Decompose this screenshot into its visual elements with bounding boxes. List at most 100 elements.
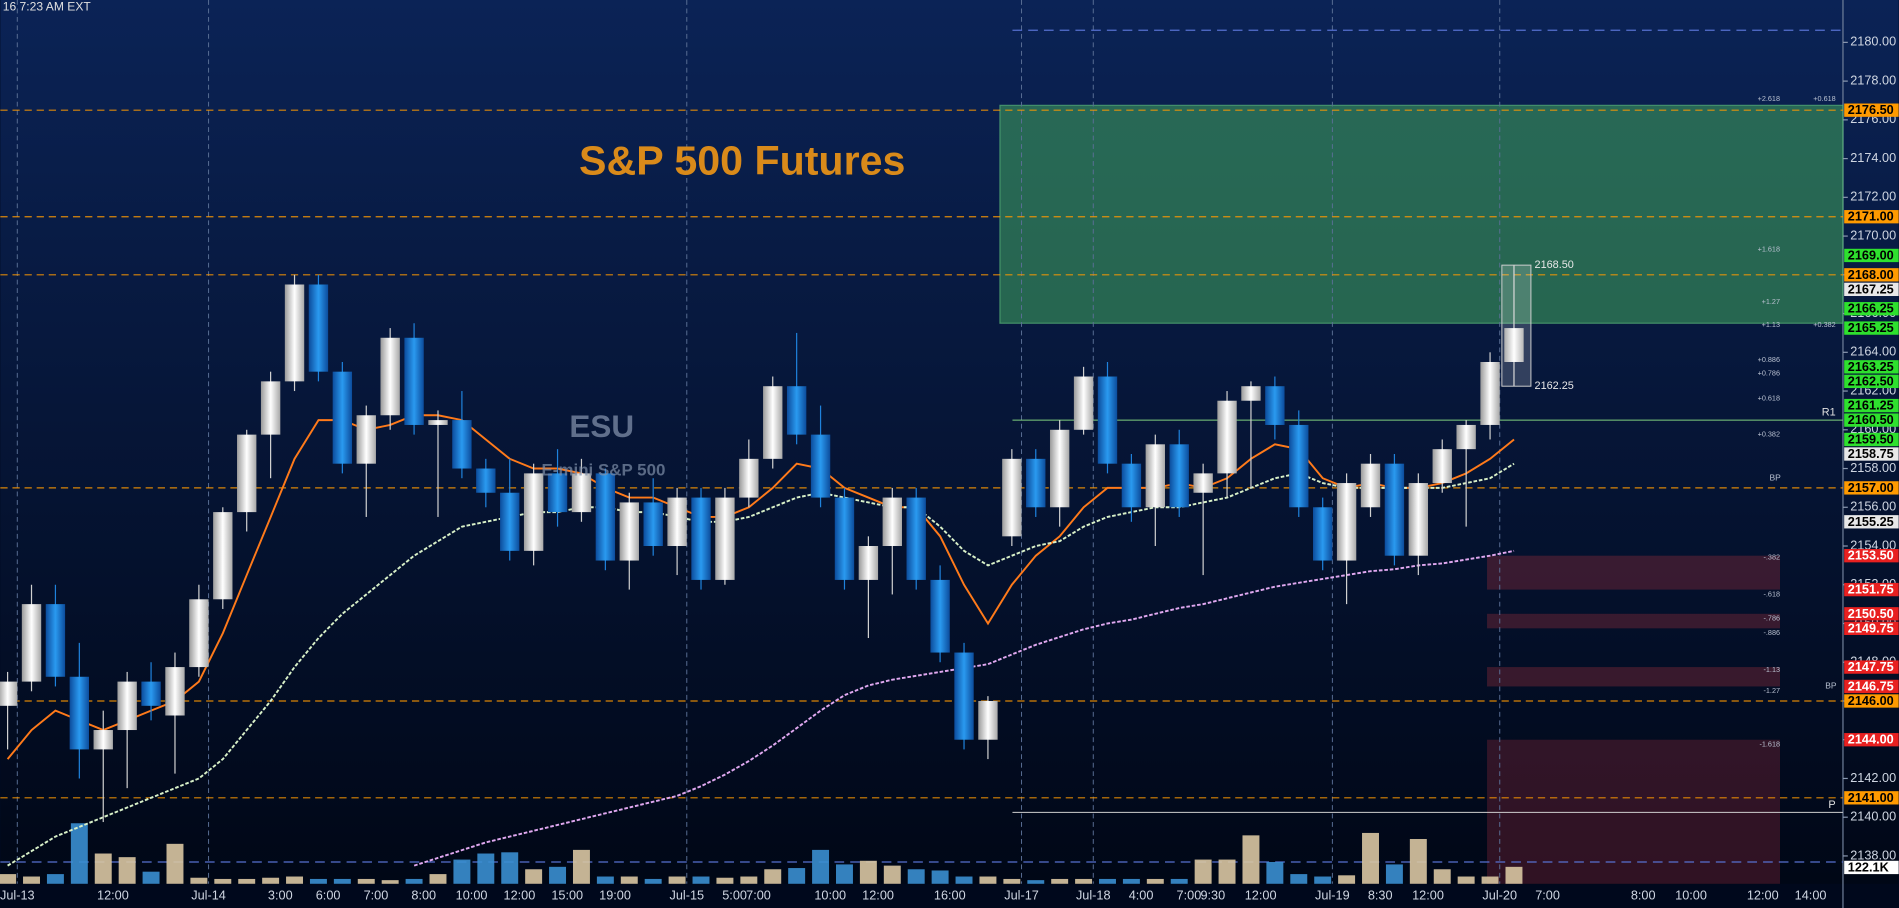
- candle-body: [571, 473, 592, 513]
- level-label: 2171.00: [1848, 209, 1894, 224]
- fib-label: +2.618: [1758, 94, 1780, 103]
- candle-body: [1289, 424, 1309, 508]
- zone: [1487, 613, 1781, 629]
- candle-body: [1313, 507, 1333, 561]
- volume-bar: [1051, 878, 1069, 884]
- volume-bar: [1314, 876, 1332, 884]
- level-box: [1844, 268, 1899, 282]
- annotation: 2168.50: [1535, 259, 1574, 271]
- y-tick-label: 2172.00: [1850, 189, 1896, 204]
- y-tick-label: 2178.00: [1850, 72, 1896, 87]
- volume-bar: [238, 878, 256, 884]
- x-tick-label: 10:00: [456, 887, 488, 902]
- volume-bar: [1409, 838, 1427, 884]
- level-box: [1844, 210, 1899, 224]
- candle-body: [643, 502, 663, 547]
- level-label: 2166.25: [1848, 301, 1894, 316]
- x-tick-label: 8:00: [1631, 887, 1656, 902]
- candle-body: [141, 681, 161, 706]
- volume-bar: [405, 878, 423, 884]
- level-label: 2160.50: [1848, 412, 1894, 427]
- x-tick-label: 6:00: [316, 887, 341, 902]
- candle-body: [69, 676, 90, 750]
- x-tick-label: 12:00: [97, 887, 129, 902]
- x-tick-label: Jul-20: [1482, 887, 1517, 902]
- level-box: [1844, 791, 1899, 805]
- y-tick-label: 2158.00: [1850, 460, 1896, 475]
- volume-bar: [907, 869, 925, 884]
- fib-label: +0.786: [1758, 369, 1780, 378]
- level-label: 2161.25: [1848, 398, 1894, 413]
- y-tick-label: 2164.00: [1850, 344, 1896, 359]
- moving-average: [6, 414, 1515, 760]
- marker-label: BP: [1770, 472, 1782, 482]
- level-label: 2149.75: [1848, 620, 1894, 635]
- level-box: [1844, 607, 1899, 621]
- volume-bar: [1505, 866, 1523, 884]
- x-tick-label: Jul-19: [1315, 887, 1350, 902]
- level-box: [1844, 321, 1899, 335]
- volume-bar: [1099, 878, 1116, 884]
- candle-body: [1073, 376, 1094, 430]
- x-tick-label: 12:00: [1747, 887, 1779, 902]
- volume-bar: [883, 865, 901, 884]
- level-box: [1844, 248, 1899, 263]
- zone: [1487, 555, 1781, 590]
- x-tick-label: 10:00: [1675, 887, 1707, 902]
- candle-body: [1241, 386, 1261, 401]
- volume-bar: [1218, 859, 1236, 884]
- x-tick-label: Jul-15: [669, 887, 704, 902]
- candle-body: [691, 497, 711, 580]
- level-box: [1844, 374, 1899, 389]
- x-tick-label: 7:00: [364, 887, 389, 902]
- candle-body: [260, 381, 281, 435]
- moving-average: [7, 462, 1515, 867]
- level-box: [1844, 582, 1899, 597]
- candle-body: [0, 681, 18, 706]
- x-tick-label: 10:00: [814, 887, 846, 902]
- level-label: 2141.00: [1848, 790, 1894, 805]
- volume-bar: [1242, 835, 1260, 884]
- y-tick-label: 2154.00: [1850, 537, 1896, 552]
- candle-body: [763, 386, 783, 459]
- level-box: [1844, 694, 1899, 708]
- candle-body: [332, 371, 353, 464]
- volume-bar: [1122, 878, 1140, 884]
- volume-bar: [788, 868, 806, 884]
- fib-label: +0.382: [1758, 430, 1780, 439]
- candle-body: [165, 667, 185, 716]
- x-tick-label: 19:00: [599, 887, 631, 902]
- level-label: 2157.00: [1848, 480, 1894, 495]
- volume-bar: [190, 877, 208, 884]
- candle-body: [858, 546, 879, 580]
- candle-body: [404, 337, 424, 425]
- fib-label: -1.618: [1759, 739, 1780, 748]
- level-label: 2159.50: [1848, 431, 1894, 446]
- fib-label: +1.27: [1762, 297, 1780, 306]
- level-label: 2151.75: [1848, 582, 1894, 597]
- x-tick-label: 8:30: [1368, 887, 1393, 902]
- volume-bar: [429, 874, 447, 884]
- candle-body: [978, 700, 998, 740]
- level-box: [1844, 447, 1899, 461]
- candle-body: [237, 434, 257, 513]
- volume-bar: [931, 870, 949, 884]
- volume-bar: [1003, 878, 1021, 884]
- x-tick-label: 4:00: [1129, 887, 1154, 902]
- y-tick-label: 2142.00: [1850, 770, 1896, 785]
- volume-bar: [525, 869, 543, 884]
- volume-bar: [1433, 869, 1451, 884]
- fib-label: +0.618: [1813, 94, 1835, 103]
- volume-bar: [1146, 878, 1164, 884]
- volume-bar: [1457, 876, 1475, 884]
- fib-label: -1.13: [1763, 665, 1780, 674]
- fib-label: +0.618: [1758, 394, 1780, 403]
- y-tick-label: 2170.00: [1850, 227, 1896, 242]
- x-tick-label: Jul-17: [1004, 887, 1039, 902]
- volume-bar: [668, 876, 686, 884]
- level-box: [1844, 413, 1899, 427]
- candle-body: [1002, 458, 1022, 537]
- volume-bar: [644, 878, 662, 884]
- fib-label: -.786: [1763, 614, 1780, 623]
- volume-bar: [979, 876, 997, 884]
